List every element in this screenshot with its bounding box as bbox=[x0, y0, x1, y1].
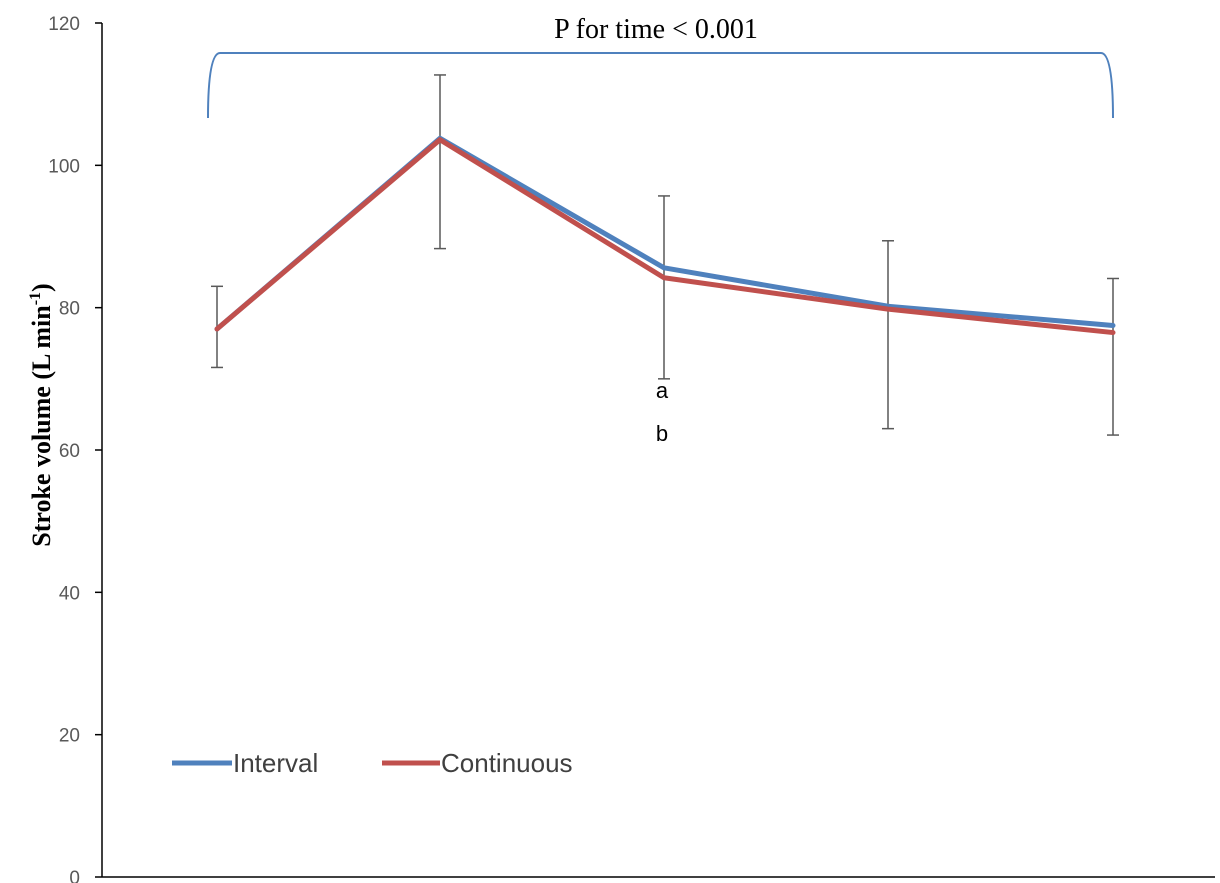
legend-label-interval: Interval bbox=[233, 748, 318, 778]
y-tick-label: 120 bbox=[48, 14, 80, 35]
y-axis-title: Stroke volume (L min-1) bbox=[27, 283, 56, 546]
annotation-letter-a: a bbox=[656, 378, 669, 403]
y-tick-label: 60 bbox=[59, 441, 80, 462]
y-axis-title-main: Stroke volume (L min bbox=[27, 305, 56, 547]
legend: Interval Continuous bbox=[172, 748, 573, 778]
y-axis-title-close: ) bbox=[27, 283, 56, 292]
time-effect-bracket: P for time < 0.001 bbox=[207, 14, 1114, 119]
bracket-annotation: P for time < 0.001 bbox=[554, 14, 758, 45]
y-ticks: 0 20 40 60 80 100 120 bbox=[48, 14, 102, 883]
y-tick-label: 80 bbox=[59, 299, 80, 320]
y-tick-label: 0 bbox=[69, 868, 80, 883]
y-tick-label: 20 bbox=[59, 726, 80, 747]
y-tick-label: 40 bbox=[59, 583, 80, 604]
y-axis-title-superscript: -1 bbox=[27, 292, 44, 305]
y-tick-label: 100 bbox=[48, 156, 80, 177]
annotation-letter-b: b bbox=[656, 421, 668, 446]
error-bars bbox=[211, 74, 1119, 436]
series-line-continuous bbox=[214, 137, 1116, 336]
series-line-interval bbox=[214, 135, 1116, 332]
legend-label-continuous: Continuous bbox=[441, 748, 573, 778]
series-lines bbox=[214, 135, 1116, 336]
